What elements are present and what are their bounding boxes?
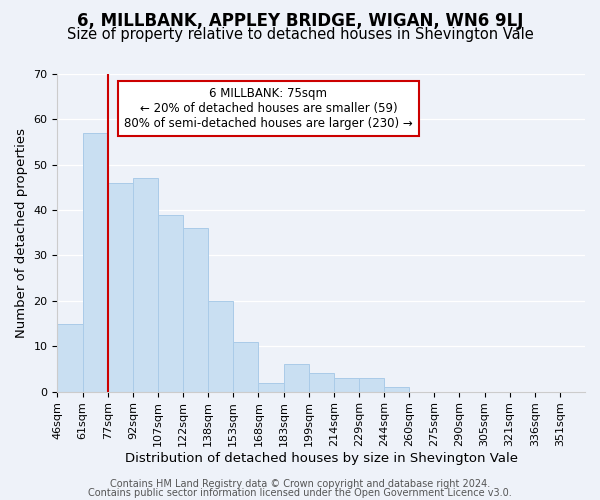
Text: Contains HM Land Registry data © Crown copyright and database right 2024.: Contains HM Land Registry data © Crown c… <box>110 479 490 489</box>
Bar <box>308 374 334 392</box>
Y-axis label: Number of detached properties: Number of detached properties <box>15 128 28 338</box>
Bar <box>233 342 259 392</box>
Bar <box>284 364 308 392</box>
Bar <box>107 183 133 392</box>
Bar <box>133 178 158 392</box>
X-axis label: Distribution of detached houses by size in Shevington Vale: Distribution of detached houses by size … <box>125 452 518 465</box>
Bar <box>359 378 384 392</box>
Bar <box>83 133 107 392</box>
Bar <box>158 214 183 392</box>
Bar <box>384 387 409 392</box>
Bar <box>208 301 233 392</box>
Bar <box>259 382 284 392</box>
Text: 6 MILLBANK: 75sqm
← 20% of detached houses are smaller (59)
80% of semi-detached: 6 MILLBANK: 75sqm ← 20% of detached hous… <box>124 86 413 130</box>
Text: Contains public sector information licensed under the Open Government Licence v3: Contains public sector information licen… <box>88 488 512 498</box>
Bar <box>58 324 83 392</box>
Text: 6, MILLBANK, APPLEY BRIDGE, WIGAN, WN6 9LJ: 6, MILLBANK, APPLEY BRIDGE, WIGAN, WN6 9… <box>77 12 523 30</box>
Bar <box>183 228 208 392</box>
Bar <box>334 378 359 392</box>
Text: Size of property relative to detached houses in Shevington Vale: Size of property relative to detached ho… <box>67 28 533 42</box>
